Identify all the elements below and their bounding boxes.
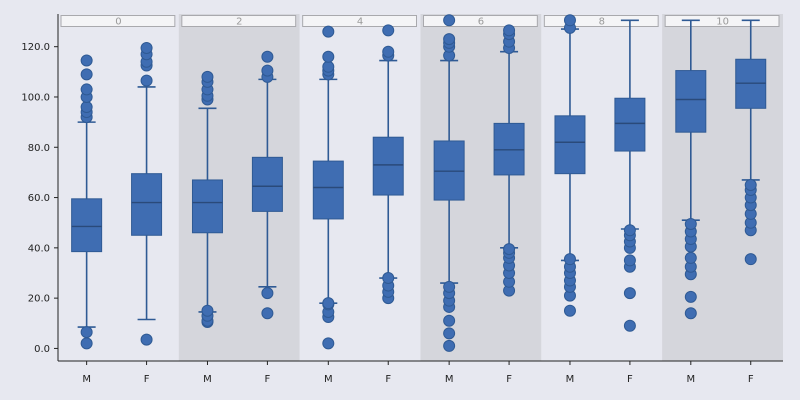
x-tick-label: M: [566, 374, 575, 385]
outlier-point: [744, 178, 757, 191]
outlier-point: [261, 50, 274, 63]
x-tick-label: F: [144, 374, 150, 385]
x-tick-label: M: [82, 374, 91, 385]
outlier-point: [503, 243, 516, 256]
x-tick-label: M: [686, 374, 695, 385]
facet-label: 2: [236, 17, 242, 28]
x-tick-label: M: [445, 374, 454, 385]
outlier-point: [563, 253, 576, 266]
outlier-point: [623, 287, 636, 300]
facet-label: 4: [357, 17, 363, 28]
y-tick-label: 100.0: [21, 92, 50, 103]
outlier-point: [684, 290, 697, 303]
outlier-point: [443, 327, 456, 340]
outlier-point: [563, 304, 576, 317]
outlier-point: [322, 60, 335, 73]
box: [191, 179, 223, 234]
x-tick-label: F: [385, 374, 391, 385]
outlier-point: [623, 224, 636, 237]
outlier-point: [322, 25, 335, 38]
axes: M F M F M F M F M F M F 0.0 20.0 40.0 60.0 80.0 100.0 120.…: [21, 14, 783, 385]
y-tick-label: 120.0: [21, 42, 50, 53]
facet-panel: [541, 14, 663, 361]
outlier-point: [80, 68, 93, 81]
outlier-point: [382, 24, 395, 37]
outlier-point: [443, 14, 456, 27]
facet-label: 10: [716, 17, 729, 28]
facet-strip: [60, 15, 176, 27]
box: [614, 97, 646, 152]
outlier-point: [80, 101, 93, 114]
outlier-point: [443, 339, 456, 352]
outlier-point: [623, 254, 636, 267]
box: [312, 160, 344, 220]
outlier-point: [261, 307, 274, 320]
facet-strip: [664, 15, 780, 27]
facet-label: 0: [115, 17, 121, 28]
facet-strip: [423, 15, 538, 27]
outlier-point: [322, 337, 335, 350]
x-tick-label: F: [748, 374, 754, 385]
facet-panels: 0 2 4 6 8 10: [58, 14, 783, 361]
box: [372, 136, 404, 196]
outlier-point: [744, 253, 757, 266]
outlier-point: [443, 280, 456, 293]
outlier-point: [261, 64, 274, 77]
outlier-point: [140, 333, 153, 346]
outlier-point: [80, 83, 93, 96]
y-tick-label: 40.0: [28, 243, 50, 254]
outlier-point: [80, 326, 93, 339]
y-tick-label: 80.0: [28, 143, 50, 154]
outlier-point: [684, 307, 697, 320]
outlier-point: [201, 70, 214, 83]
box: [251, 156, 283, 212]
outlier-point: [322, 297, 335, 310]
facet-label: 6: [478, 17, 484, 28]
y-tick-label: 20.0: [28, 294, 50, 305]
outlier-point: [80, 337, 93, 350]
x-tick-label: F: [627, 374, 633, 385]
outlier-point: [684, 251, 697, 264]
outlier-point: [623, 319, 636, 332]
facet-strip: [302, 15, 417, 27]
box: [554, 115, 586, 175]
x-tick-label: F: [265, 374, 271, 385]
outlier-point: [563, 14, 576, 27]
facet-label: 8: [599, 17, 605, 28]
outlier-point: [382, 272, 395, 285]
outlier-point: [140, 74, 153, 87]
y-tick-label: 0.0: [34, 344, 50, 355]
x-tick-label: M: [324, 374, 333, 385]
facet-strip: [543, 15, 659, 27]
outlier-point: [322, 50, 335, 63]
box: [131, 173, 163, 236]
outlier-point: [684, 217, 697, 230]
outlier-point: [382, 45, 395, 58]
x-tick-label: F: [506, 374, 512, 385]
outlier-point: [443, 33, 456, 46]
box: [675, 70, 707, 133]
outlier-point: [503, 24, 516, 37]
x-tick-label: M: [203, 374, 212, 385]
facet-strip: [181, 15, 297, 27]
outlier-point: [443, 314, 456, 327]
outlier-point: [140, 41, 153, 54]
box-elements: [71, 14, 767, 352]
y-tick-label: 60.0: [28, 193, 50, 204]
outlier-point: [201, 304, 214, 317]
outlier-point: [80, 54, 93, 67]
outlier-point: [261, 287, 274, 300]
box: [71, 198, 103, 253]
